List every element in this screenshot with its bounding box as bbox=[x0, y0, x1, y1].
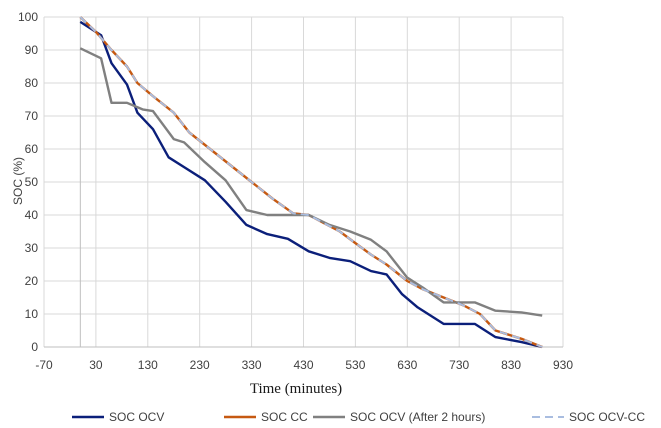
x-tick-label: 130 bbox=[138, 358, 158, 372]
series-line-0 bbox=[79, 20, 543, 349]
series-line-2 bbox=[79, 47, 543, 317]
y-axis-title: SOC (%) bbox=[11, 157, 25, 205]
y-tick-label: 80 bbox=[25, 76, 39, 90]
y-tick-label: 100 bbox=[18, 10, 38, 24]
x-tick-label: 930 bbox=[553, 358, 573, 372]
y-tick-label: 30 bbox=[25, 241, 39, 255]
x-tick-label: -70 bbox=[35, 358, 53, 372]
series-line-3 bbox=[79, 16, 543, 348]
legend: SOC OCV SOC CC SOC OCV (After 2 hours) SOC … bbox=[72, 410, 645, 424]
x-tick-label: 230 bbox=[190, 358, 210, 372]
legend-label: SOC OCV-CC bbox=[569, 410, 645, 424]
tick-label-layer: -70 30 130 230 330 430 530 630 730 830 930 0 10 20 30 4… bbox=[18, 10, 573, 372]
x-tick-label: 430 bbox=[293, 358, 313, 372]
x-tick-label: 630 bbox=[397, 358, 417, 372]
legend-label: SOC CC bbox=[261, 410, 308, 424]
y-tick-label: 20 bbox=[25, 274, 39, 288]
y-tick-label: 0 bbox=[31, 340, 38, 354]
y-tick-label: 60 bbox=[25, 142, 39, 156]
y-tick-label: 70 bbox=[25, 109, 39, 123]
axis-layer bbox=[44, 17, 563, 348]
y-tick-label: 40 bbox=[25, 208, 39, 222]
legend-label: SOC OCV (After 2 hours) bbox=[350, 410, 485, 424]
series-layer bbox=[79, 16, 543, 349]
legend-label: SOC OCV bbox=[109, 410, 164, 424]
x-tick-label: 530 bbox=[345, 358, 365, 372]
x-tick-label: 330 bbox=[242, 358, 262, 372]
x-tick-label: 730 bbox=[449, 358, 469, 372]
y-tick-label: 90 bbox=[25, 43, 39, 57]
y-tick-label: 50 bbox=[25, 175, 39, 189]
x-axis-title: Time (minutes) bbox=[250, 381, 342, 397]
y-tick-label: 10 bbox=[25, 307, 39, 321]
x-tick-label: 30 bbox=[89, 358, 103, 372]
x-tick-label: 830 bbox=[501, 358, 521, 372]
grid-layer bbox=[43, 16, 564, 348]
